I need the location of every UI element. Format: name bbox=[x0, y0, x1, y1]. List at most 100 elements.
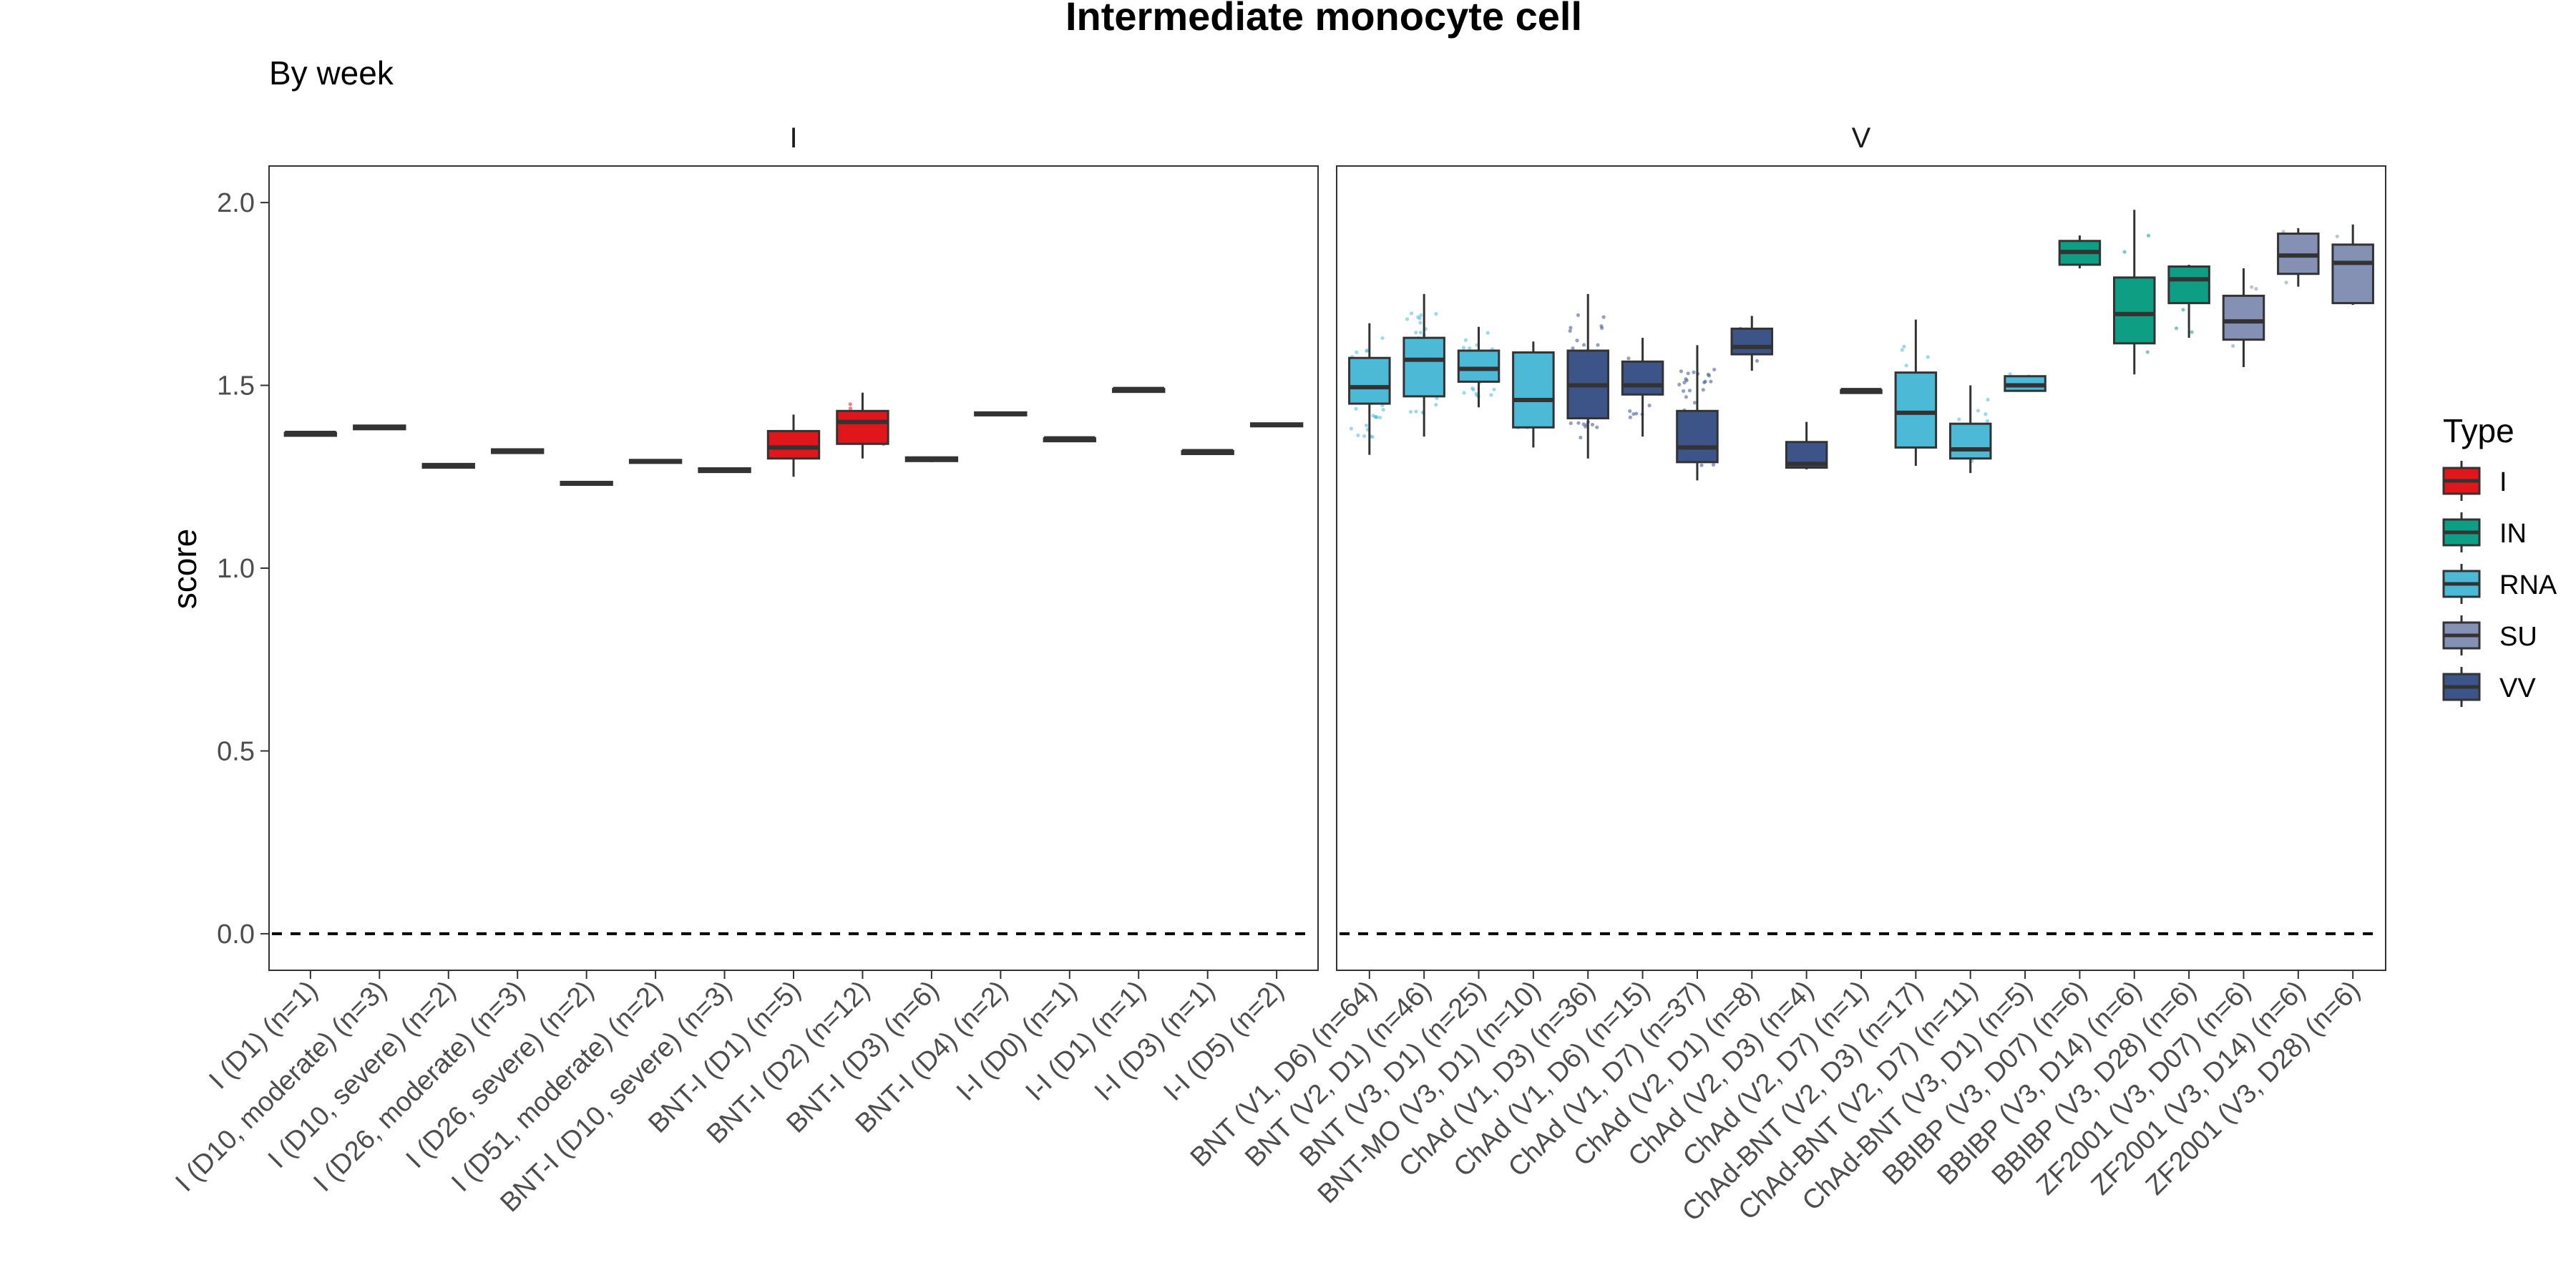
data-point bbox=[1419, 313, 1423, 318]
legend: Type I IN RNA SU VV bbox=[2442, 412, 2557, 707]
data-point bbox=[1489, 393, 1493, 397]
data-point bbox=[1709, 379, 1713, 384]
data-point bbox=[1684, 395, 1688, 399]
box bbox=[2222, 294, 2265, 341]
box bbox=[1402, 336, 1445, 398]
x-tick-label: I-I (D0) (n=1) bbox=[951, 975, 1083, 1107]
data-point bbox=[1492, 387, 1496, 391]
legend-label: VV bbox=[2499, 673, 2536, 703]
data-point bbox=[1414, 331, 1418, 335]
panel-0: II (D1) (n=1)I (D10, moderate) (n=3)I (D… bbox=[170, 122, 1319, 1218]
data-point bbox=[2122, 250, 2127, 254]
box bbox=[2113, 276, 2156, 345]
data-point bbox=[1365, 349, 1369, 353]
y-tick-label: 0.0 bbox=[217, 919, 255, 950]
data-point bbox=[1699, 463, 1704, 467]
data-point bbox=[1381, 407, 1385, 412]
data-point bbox=[1575, 338, 1579, 343]
data-point bbox=[1414, 409, 1418, 414]
data-point bbox=[1462, 391, 1466, 395]
data-point bbox=[1434, 312, 1438, 316]
y-tick-label: 1.5 bbox=[217, 371, 255, 401]
data-point bbox=[2190, 330, 2194, 334]
data-point bbox=[1485, 331, 1490, 335]
data-point bbox=[1647, 404, 1652, 408]
box bbox=[1512, 351, 1555, 429]
legend-label: SU bbox=[2499, 622, 2537, 652]
data-point bbox=[1904, 364, 1908, 368]
data-point bbox=[2254, 287, 2258, 291]
data-point bbox=[1373, 414, 1377, 419]
data-point bbox=[1712, 367, 1717, 372]
data-point bbox=[1461, 346, 1466, 350]
data-point bbox=[1409, 311, 1414, 316]
data-point bbox=[1355, 350, 1359, 354]
y-axis-label: score bbox=[166, 529, 203, 609]
box bbox=[1894, 371, 1938, 449]
data-point bbox=[1600, 326, 1604, 331]
data-point bbox=[2250, 285, 2254, 289]
box bbox=[1348, 356, 1391, 405]
data-point bbox=[1418, 331, 1423, 335]
panel-strip-label: V bbox=[1852, 122, 1871, 154]
panel-frame bbox=[268, 165, 1319, 971]
data-point bbox=[1581, 343, 1586, 347]
data-point bbox=[1976, 409, 1981, 413]
box bbox=[2167, 265, 2210, 305]
legend-label: IN bbox=[2499, 519, 2527, 549]
data-point bbox=[1682, 381, 1687, 385]
data-point bbox=[1692, 401, 1697, 405]
data-point bbox=[1405, 317, 1410, 321]
legend-title: Type bbox=[2443, 412, 2514, 449]
box bbox=[1730, 327, 1774, 356]
data-point bbox=[1677, 382, 1682, 387]
data-point bbox=[1596, 343, 1600, 347]
chart-subtitle: By week bbox=[269, 54, 394, 92]
data-point bbox=[1595, 425, 1599, 429]
legend-key bbox=[2442, 461, 2481, 501]
box bbox=[2331, 243, 2374, 305]
y-tick-label: 1.0 bbox=[217, 554, 255, 584]
data-point bbox=[1576, 313, 1581, 317]
box bbox=[1948, 422, 1992, 460]
data-point bbox=[1356, 433, 1360, 437]
data-point bbox=[1902, 344, 1906, 348]
box bbox=[1676, 409, 1719, 464]
data-point bbox=[1434, 403, 1438, 407]
x-tick-label: I-I (D3) (n=1) bbox=[1089, 975, 1221, 1107]
data-point bbox=[1686, 371, 1690, 376]
data-point bbox=[1418, 321, 1423, 325]
data-point bbox=[1681, 389, 1686, 394]
chart-title: Intermediate monocyte cell bbox=[1065, 0, 1582, 39]
data-point bbox=[1687, 389, 1692, 393]
data-point bbox=[1579, 435, 1583, 440]
data-point bbox=[1900, 348, 1904, 352]
data-point bbox=[1377, 415, 1382, 420]
data-point bbox=[1984, 412, 1988, 416]
data-point bbox=[1701, 388, 1705, 392]
data-point bbox=[1702, 380, 1707, 385]
panel-frame bbox=[1336, 165, 2386, 971]
data-point bbox=[1364, 423, 1369, 428]
data-point bbox=[2145, 350, 2150, 354]
data-point bbox=[1349, 426, 1354, 431]
x-tick-label: I-I (D1) (n=1) bbox=[1020, 975, 1151, 1107]
data-point bbox=[1576, 421, 1581, 425]
data-point bbox=[1985, 419, 1989, 423]
data-point bbox=[2008, 372, 2012, 376]
data-point bbox=[1679, 369, 1684, 374]
y-tick-label: 0.5 bbox=[217, 736, 255, 766]
data-point bbox=[1986, 397, 1990, 402]
data-point bbox=[1707, 374, 1712, 378]
data-point bbox=[1626, 356, 1631, 361]
data-point bbox=[1468, 346, 1472, 351]
data-point bbox=[1634, 411, 1639, 416]
legend-key bbox=[2442, 615, 2481, 655]
data-point bbox=[1568, 326, 1573, 330]
data-point bbox=[848, 402, 852, 406]
data-point bbox=[1684, 377, 1688, 381]
data-point bbox=[848, 406, 853, 411]
data-point bbox=[1568, 328, 1572, 333]
